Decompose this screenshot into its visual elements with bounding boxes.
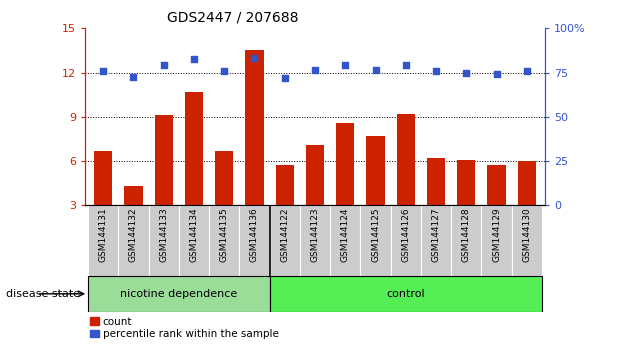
Point	[401, 62, 411, 68]
Point	[219, 68, 229, 74]
Bar	[427, 158, 445, 205]
Bar	[154, 115, 173, 205]
Bar	[391, 205, 421, 276]
Bar	[270, 276, 542, 312]
Point	[491, 71, 501, 77]
Text: GSM144122: GSM144122	[280, 207, 289, 262]
Text: GSM144135: GSM144135	[220, 207, 229, 262]
Bar	[451, 205, 481, 276]
Bar	[239, 205, 270, 276]
Legend: count, percentile rank within the sample: count, percentile rank within the sample	[90, 317, 278, 339]
Bar	[246, 51, 263, 205]
Point	[249, 55, 260, 61]
Text: GSM144128: GSM144128	[462, 207, 471, 262]
Bar	[215, 151, 233, 205]
Bar	[124, 186, 142, 205]
Bar	[336, 123, 354, 205]
Bar	[367, 136, 384, 205]
Bar	[397, 114, 415, 205]
Bar	[270, 205, 300, 276]
Bar	[481, 205, 512, 276]
Bar	[88, 205, 118, 276]
Bar	[518, 161, 536, 205]
Bar	[421, 205, 451, 276]
Text: GSM144124: GSM144124	[341, 207, 350, 262]
Point	[461, 70, 471, 75]
Text: GDS2447 / 207688: GDS2447 / 207688	[168, 11, 299, 25]
Point	[431, 68, 441, 74]
Bar	[360, 205, 391, 276]
Text: GSM144136: GSM144136	[250, 207, 259, 262]
Bar	[330, 205, 360, 276]
Bar	[118, 205, 149, 276]
Bar	[276, 166, 294, 205]
Text: GSM144126: GSM144126	[401, 207, 410, 262]
Bar	[88, 276, 270, 312]
Text: GSM144131: GSM144131	[99, 207, 108, 262]
Bar	[149, 205, 179, 276]
Text: GSM144127: GSM144127	[432, 207, 440, 262]
Point	[370, 67, 381, 73]
Point	[98, 68, 108, 74]
Point	[189, 57, 199, 62]
Bar	[512, 205, 542, 276]
Bar	[209, 205, 239, 276]
Point	[522, 68, 532, 74]
Point	[159, 62, 169, 68]
Bar	[306, 145, 324, 205]
Text: GSM144133: GSM144133	[159, 207, 168, 262]
Bar	[457, 160, 476, 205]
Bar	[300, 205, 330, 276]
Text: nicotine dependence: nicotine dependence	[120, 289, 238, 299]
Bar	[179, 205, 209, 276]
Point	[280, 76, 290, 81]
Text: GSM144123: GSM144123	[311, 207, 319, 262]
Text: disease state: disease state	[6, 289, 81, 299]
Text: GSM144132: GSM144132	[129, 207, 138, 262]
Text: GSM144130: GSM144130	[522, 207, 531, 262]
Text: GSM144134: GSM144134	[190, 207, 198, 262]
Text: GSM144129: GSM144129	[492, 207, 501, 262]
Point	[310, 67, 320, 73]
Bar	[488, 166, 506, 205]
Bar	[94, 151, 112, 205]
Bar	[185, 92, 203, 205]
Point	[129, 74, 139, 80]
Point	[340, 62, 350, 68]
Text: control: control	[386, 289, 425, 299]
Text: GSM144125: GSM144125	[371, 207, 380, 262]
